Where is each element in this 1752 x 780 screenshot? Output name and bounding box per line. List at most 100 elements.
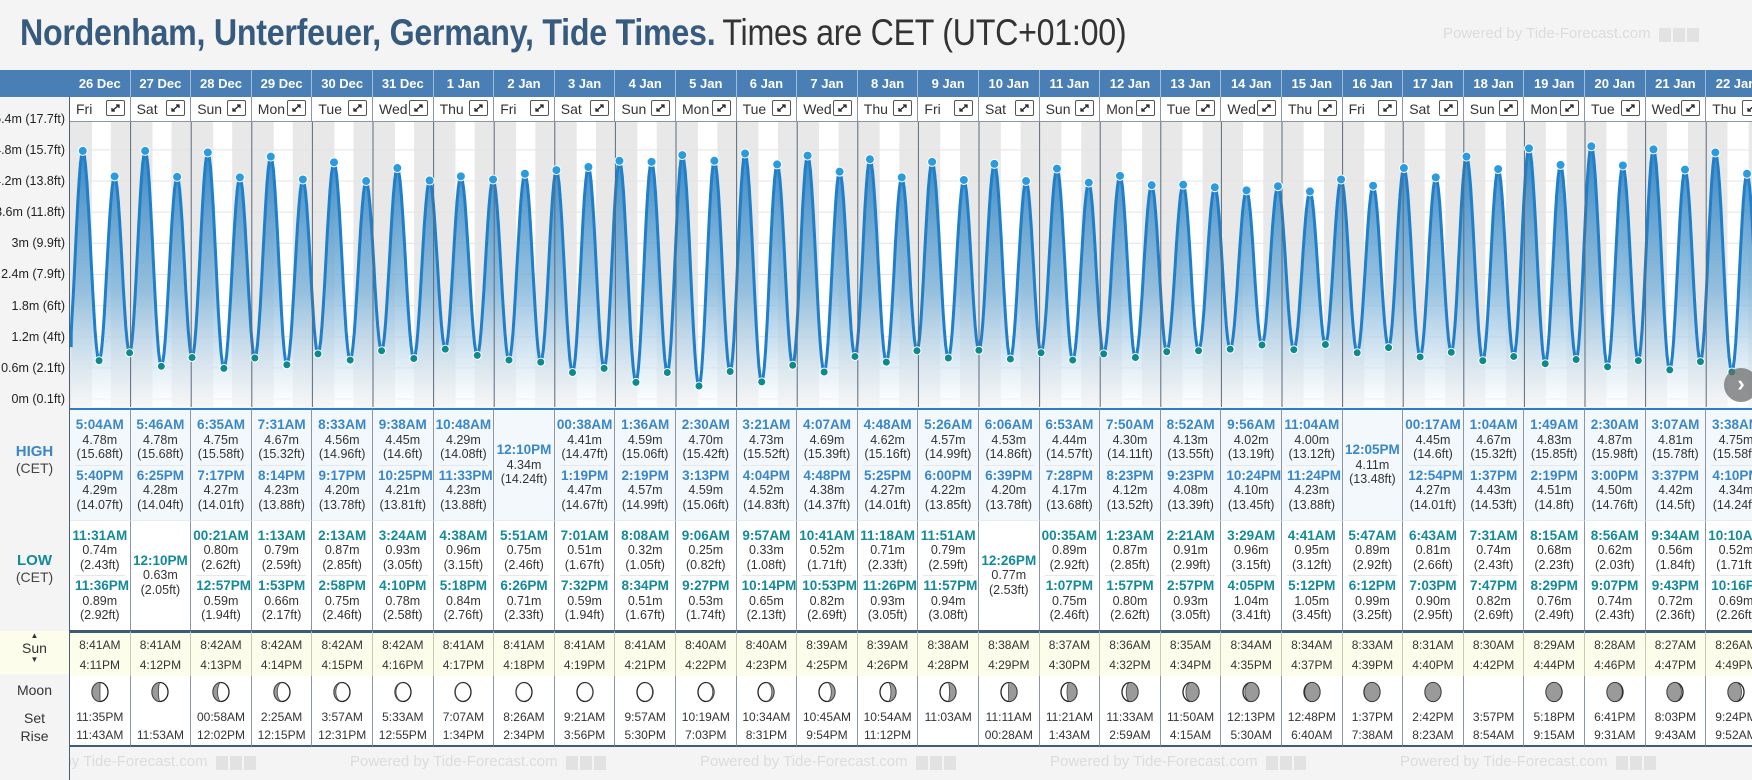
- high-tide-height-m: 4.83m: [1536, 432, 1572, 447]
- chart-spacer: [1524, 122, 1585, 408]
- expand-day-button[interactable]: [1499, 100, 1519, 116]
- expand-day-button[interactable]: [166, 100, 186, 116]
- weekday-header: Mon: [251, 97, 313, 122]
- sunrise-time: 8:40AM: [685, 638, 727, 652]
- low-tide-entry: 8:56AM 0.62m (2.03ft): [1585, 526, 1645, 576]
- expand-day-button[interactable]: [772, 100, 792, 116]
- expand-day-button[interactable]: [105, 100, 125, 116]
- low-tide-point: [631, 377, 641, 387]
- high-tide-height-ft: (14.8ft): [1534, 497, 1574, 512]
- moon-phase-icon: [939, 681, 957, 703]
- moon-phase-icon: [1545, 681, 1563, 703]
- expand-icon: [1019, 104, 1029, 112]
- expand-day-button[interactable]: [1378, 100, 1398, 116]
- high-tide-height-m: 4.70m: [688, 432, 724, 447]
- expand-day-button[interactable]: [226, 100, 246, 116]
- low-tide-height-m: 0.80m: [1112, 593, 1148, 608]
- day-column: 31 Dec Wed 9:38AM 4.45m (14.6ft) 10:25PM 4.21m…: [373, 70, 434, 747]
- expand-day-button[interactable]: [711, 100, 731, 116]
- moon-phase-cell: [130, 676, 192, 708]
- expand-icon: [1262, 104, 1271, 112]
- expand-day-button[interactable]: [1196, 100, 1216, 116]
- date-header: 21 Jan: [1645, 70, 1707, 97]
- high-tide-point: [1178, 179, 1189, 190]
- low-tide-cell: 9:57AM 0.33m (1.08ft) 10:14PM 0.65m (2.13ft): [736, 520, 798, 630]
- moon-phase-icon: [1181, 681, 1200, 703]
- low-tide-point: [881, 357, 891, 367]
- expand-day-button[interactable]: [347, 100, 367, 116]
- high-tide-entry: 9:23PM 4.08m (13.39ft): [1165, 464, 1216, 516]
- low-tide-height-m: 1.05m: [1294, 593, 1330, 608]
- low-tide-point: [1036, 348, 1046, 358]
- high-tide-height-ft: (15.52ft): [743, 447, 790, 461]
- expand-day-button[interactable]: [953, 100, 973, 116]
- high-tide-time: 5:04AM: [75, 417, 124, 432]
- expand-day-button[interactable]: [1135, 100, 1155, 116]
- low-tide-point: [250, 353, 260, 363]
- expand-day-button[interactable]: [1014, 100, 1034, 116]
- moon-phase-icon: [1121, 681, 1139, 703]
- low-tide-entry: 4:38AM 0.96m (3.15ft): [434, 526, 494, 576]
- high-tide-entry: 9:38AM 4.45m (14.6ft): [373, 415, 433, 465]
- expand-day-button[interactable]: [893, 100, 913, 116]
- date-header: 3 Jan: [554, 70, 616, 97]
- low-tide-height-m: 0.93m: [385, 543, 421, 557]
- chart-spacer: [1100, 122, 1161, 408]
- scroll-right-button[interactable]: ›: [1724, 368, 1752, 402]
- expand-day-button[interactable]: [1075, 100, 1095, 116]
- expand-day-button[interactable]: [1741, 100, 1752, 116]
- expand-day-button[interactable]: [590, 100, 610, 116]
- high-tide-entry: 9:17PM 4.20m (13.78ft): [317, 464, 367, 516]
- expand-day-button[interactable]: [287, 100, 307, 116]
- expand-day-button[interactable]: [1681, 100, 1701, 116]
- expand-day-button[interactable]: [529, 100, 549, 116]
- expand-day-button[interactable]: [1256, 100, 1276, 116]
- expand-icon: [110, 104, 120, 112]
- expand-day-button[interactable]: [650, 100, 670, 116]
- sunrise-time: 8:38AM: [927, 638, 969, 652]
- low-tide-time: 1:57PM: [1106, 578, 1154, 593]
- expand-day-button[interactable]: [469, 100, 489, 116]
- day-column: 3 Jan Sat 00:38AM 4.41m (14.47ft) 1:19PM 4.47m…: [554, 70, 616, 747]
- high-tide-height-ft: (15.58ft): [1712, 447, 1752, 461]
- expand-day-button[interactable]: [1559, 100, 1579, 116]
- expand-day-button[interactable]: [1317, 100, 1337, 116]
- weekday-header: Sat: [554, 97, 616, 122]
- sunrise-time: 8:42AM: [260, 638, 303, 652]
- expand-icon: [716, 104, 726, 112]
- high-tide-time: 4:10PM: [1712, 467, 1752, 483]
- y-axis-tick-label: 4.2m (13.8ft): [0, 174, 65, 189]
- low-tide-height-m: 0.69m: [1718, 593, 1752, 608]
- weekday-label: Sat: [1409, 101, 1431, 117]
- expand-day-button[interactable]: [832, 100, 852, 116]
- sunrise-time: 8:30AM: [1472, 638, 1515, 652]
- high-tide-cell: 11:04AM 4.00m (13.12ft) 11:24PM 4.23m (13.88f…: [1282, 408, 1343, 520]
- high-tide-time: 10:48AM: [435, 417, 492, 432]
- low-tide-time: 6:12PM: [1348, 578, 1397, 593]
- expand-day-button[interactable]: [1620, 100, 1640, 116]
- high-tide-height-m: 4.44m: [1052, 432, 1087, 447]
- low-tide-height-m: 1.04m: [1233, 593, 1269, 608]
- sunrise-time: 8:36AM: [1109, 638, 1151, 652]
- high-tide-height-m: 4.23m: [264, 483, 299, 497]
- high-tide-height-m: 4.78m: [82, 432, 118, 447]
- low-tide-height-ft: (1.67ft): [625, 608, 665, 622]
- low-tide-point: [1446, 347, 1456, 357]
- sunset-time: 4:39PM: [1351, 658, 1394, 672]
- expand-icon: [656, 104, 665, 112]
- high-tide-entry: 1:36AM 4.59m (15.06ft): [615, 415, 675, 465]
- chart-spacer: [312, 122, 373, 408]
- low-tide-point: [187, 352, 197, 362]
- weekday-header: Mon: [676, 97, 737, 122]
- high-tide-height-ft: (13.12ft): [1288, 447, 1336, 461]
- high-tide-point: [1146, 180, 1157, 191]
- sunset-time: 4:26PM: [866, 658, 909, 672]
- expand-day-button[interactable]: [1438, 100, 1458, 116]
- low-tide-point: [1320, 340, 1330, 350]
- low-tide-height-m: 0.71m: [870, 543, 905, 557]
- high-tide-height-m: 4.17m: [1052, 483, 1087, 497]
- page-title: Nordenham, Unterfeuer, Germany, Tide Tim…: [20, 12, 1127, 54]
- chart-spacer: [1403, 122, 1464, 408]
- expand-day-button[interactable]: [408, 100, 428, 116]
- moonrise-time: 00:28AM: [984, 728, 1033, 742]
